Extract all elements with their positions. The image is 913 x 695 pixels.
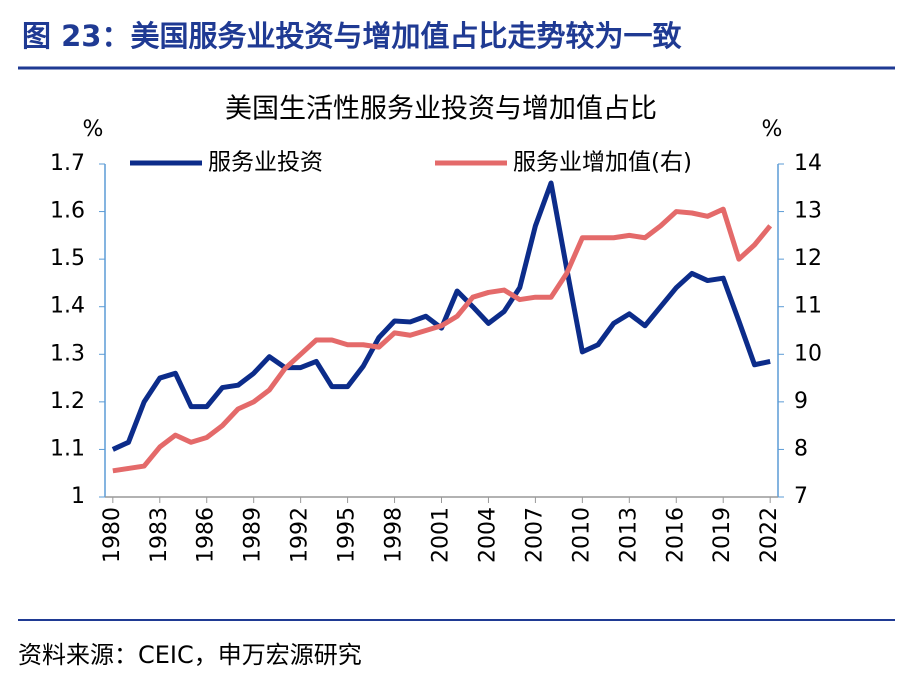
y-tick-label: 1.1 [50,436,85,461]
x-tick-label: 1986 [194,507,219,563]
y2-tick-label: 10 [794,341,822,366]
x-tick-label: 2004 [475,507,500,563]
y-tick-label: 1.5 [50,246,85,271]
x-tick-label: 2019 [710,507,735,563]
legend-label: 服务业增加值(右) [513,150,692,176]
x-tick-label: 1992 [288,507,313,563]
y-tick-label: 1 [71,484,85,509]
y-tick-label: 1.2 [50,389,85,414]
x-tick-label: 2010 [569,507,594,563]
x-tick-label: 2013 [616,507,641,563]
source: 资料来源：CEIC，申万宏源研究 [18,641,362,669]
y-tick-label: 1.7 [50,151,85,176]
y2-axis-label: % [762,117,783,142]
y2-tick-label: 12 [794,246,822,271]
y2-tick-label: 8 [794,436,808,461]
x-tick-label: 2022 [757,507,782,563]
series-line [111,180,771,452]
y2-tick-label: 7 [794,484,808,509]
x-tick-label: 1980 [100,507,125,563]
y-tick-label: 1.3 [50,341,85,366]
x-tick-label: 2016 [663,507,688,563]
y2-tick-label: 11 [794,294,822,319]
y-tick-label: 1.4 [50,294,85,319]
y2-tick-label: 14 [794,151,822,176]
x-tick-label: 1995 [335,507,360,563]
legend-label: 服务业投资 [208,150,323,176]
y-tick-label: 1.6 [50,199,85,224]
y2-tick-label: 13 [794,199,822,224]
x-tick-label: 1998 [382,507,407,563]
series-line [112,206,773,474]
x-tick-label: 2001 [429,507,454,563]
x-tick-label: 1983 [147,507,172,563]
x-tick-label: 2007 [522,507,547,563]
header-title: 图 23：美国服务业投资与增加值占比走势较为一致 [22,19,682,53]
y-axis-label: % [83,117,104,142]
chart-title: 美国生活性服务业投资与增加值占比 [225,94,657,125]
y2-tick-label: 9 [794,389,808,414]
x-tick-label: 1989 [241,507,266,563]
